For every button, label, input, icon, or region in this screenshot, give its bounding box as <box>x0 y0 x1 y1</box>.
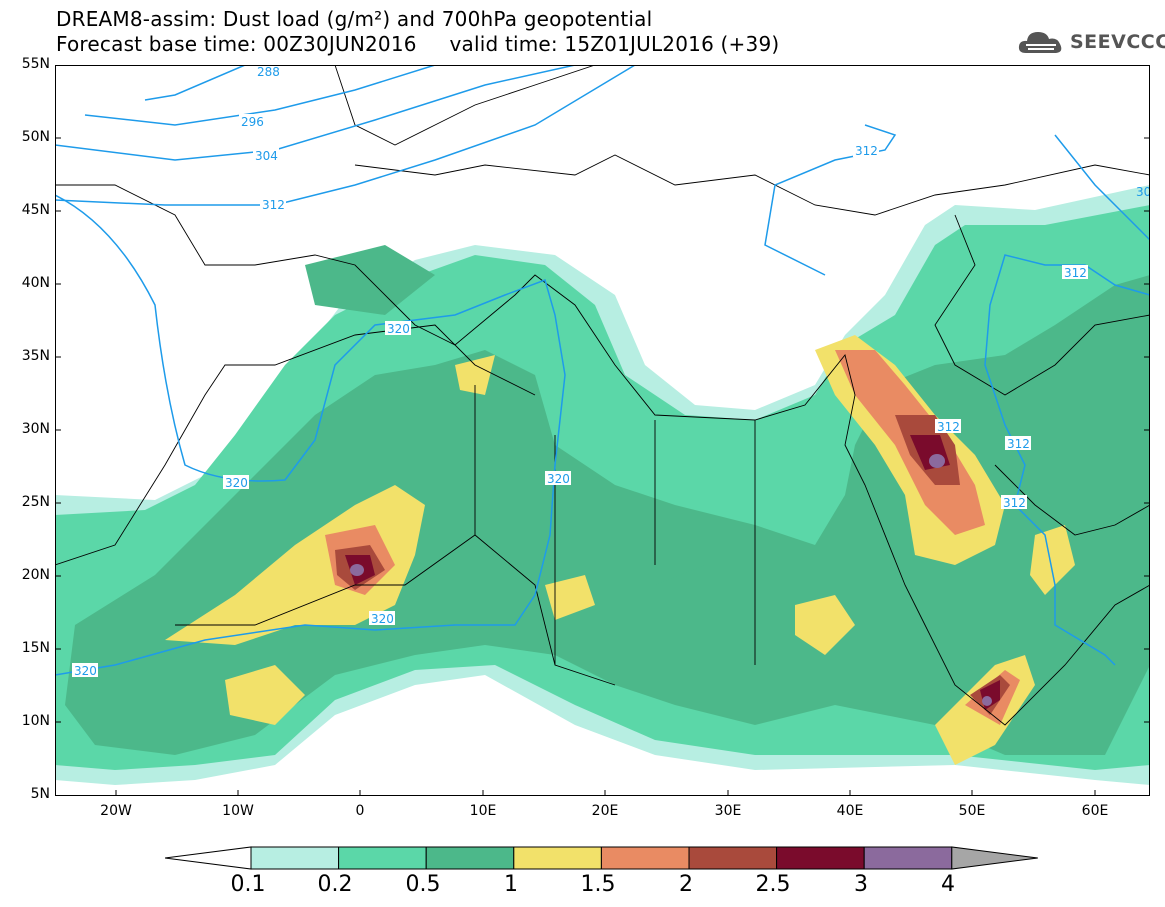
colorbar-label: 1 <box>504 872 518 897</box>
colorbar-cell <box>863 846 953 870</box>
coastlines <box>55 65 1150 726</box>
lon-label: 10W <box>222 803 254 819</box>
map-subtitle-forecast-times: Forecast base time: 00Z30JUN2016 valid t… <box>56 32 780 56</box>
lon-label: 50E <box>958 803 986 819</box>
colorbar-label: 2.5 <box>755 872 791 897</box>
colorbar-label: 2 <box>679 872 693 897</box>
lat-ticks <box>55 65 1150 796</box>
contour-label: 320 <box>547 472 570 486</box>
contour-labels: 288 296 304 312 312 320 320 320 320 320 … <box>72 65 1150 678</box>
colorbar-arrow-low <box>165 846 252 870</box>
dust-band-4 <box>350 454 992 706</box>
contour-label: 312 <box>855 144 878 158</box>
colorbar-arrow-high <box>951 846 1038 870</box>
lat-label: 35N <box>21 348 50 364</box>
colorbar-label: 1.5 <box>580 872 616 897</box>
colorbar <box>165 846 1038 870</box>
lon-label: 10E <box>469 803 497 819</box>
lat-label: 5N <box>30 786 50 802</box>
contour-label: 312 <box>1003 496 1026 510</box>
lon-label: 0 <box>355 803 365 819</box>
colorbar-label: 0.5 <box>405 872 441 897</box>
seevccc-logo: SEEVCCC <box>1018 28 1165 56</box>
lat-label: 55N <box>21 56 50 72</box>
lat-label: 45N <box>21 202 50 218</box>
lon-label: 40E <box>836 803 864 819</box>
colorbar-cell <box>776 846 865 870</box>
colorbar-cell <box>338 846 427 870</box>
contour-label: 312 <box>937 420 960 434</box>
cloud-icon <box>1018 32 1062 53</box>
colorbar-label: 3 <box>854 872 868 897</box>
contour-label: 320 <box>387 322 410 336</box>
contour-label: 320 <box>225 476 248 490</box>
contour-label: 312 <box>1064 266 1087 280</box>
lat-label: 20N <box>21 567 50 583</box>
colorbar-label: 0.1 <box>230 872 266 897</box>
contour-label: 312 <box>262 198 285 212</box>
lat-label: 50N <box>21 129 50 145</box>
lon-label: 30E <box>714 803 742 819</box>
lon-label: 20W <box>100 803 132 819</box>
colorbar-cell <box>250 846 340 870</box>
dust-load-map: 288 296 304 312 312 320 320 320 320 320 … <box>55 65 1150 796</box>
map-title-line-1: DREAM8-assim: Dust load (g/m²) and 700hP… <box>56 7 653 31</box>
lat-label: 25N <box>21 494 50 510</box>
contour-label: 304 <box>255 149 278 163</box>
lat-label: 30N <box>21 421 50 437</box>
lat-label: 15N <box>21 640 50 656</box>
contour-label: 320 <box>371 612 394 626</box>
contour-label: 312 <box>1007 437 1030 451</box>
contour-label: 296 <box>241 115 264 129</box>
lat-label: 40N <box>21 275 50 291</box>
lat-label: 10N <box>21 713 50 729</box>
colorbar-label: 4 <box>941 872 955 897</box>
contour-label: 288 <box>257 65 280 79</box>
lon-label: 20E <box>591 803 619 819</box>
colorbar-cell <box>688 846 778 870</box>
logo-text: SEEVCCC <box>1070 31 1165 53</box>
colorbar-label: 0.2 <box>317 872 353 897</box>
lon-ticks <box>115 790 1096 796</box>
contour-label: 320 <box>74 664 97 678</box>
contour-label: 30 <box>1136 185 1150 199</box>
colorbar-cell <box>425 846 515 870</box>
lon-label: 60E <box>1081 803 1109 819</box>
colorbar-cell <box>513 846 602 870</box>
colorbar-cell <box>600 846 690 870</box>
